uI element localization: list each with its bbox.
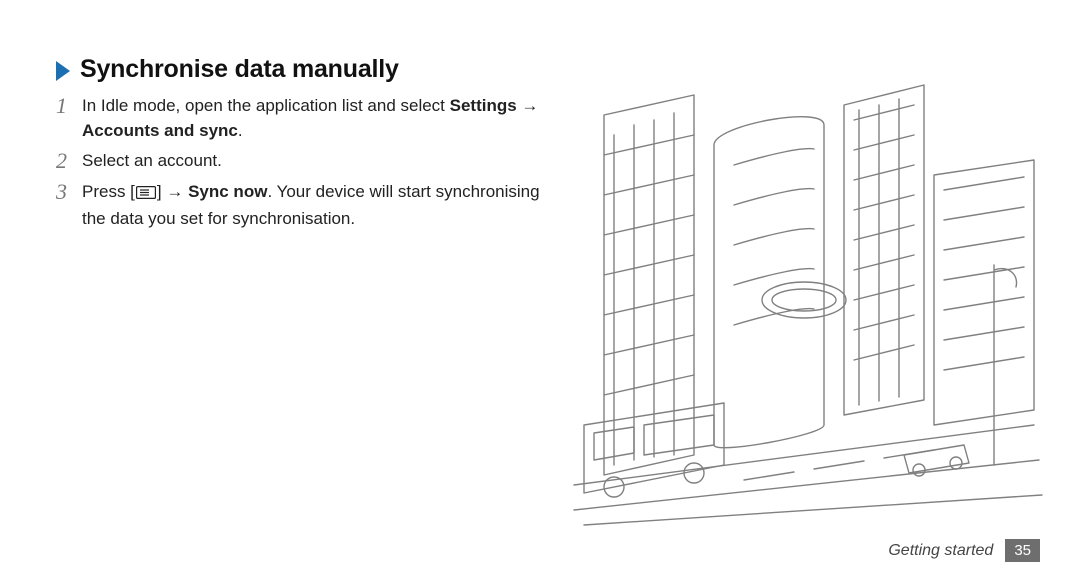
step-text: Select an account. [82,149,222,174]
chevron-right-icon [56,61,70,81]
step-text-post: . [238,121,243,140]
section-header: Synchronise data manually [56,55,546,84]
step-number: 1 [56,94,82,117]
step-text-pre: Select an account. [82,151,222,170]
page-footer: Getting started 35 [888,539,1040,562]
step-text: Press [] → Sync now. Your device will st… [82,180,546,231]
step-item: 1 In Idle mode, open the application lis… [56,94,546,143]
section-title: Synchronise data manually [80,55,399,84]
step-text: In Idle mode, open the application list … [82,94,546,143]
step-text-mid: ] → [157,182,188,201]
cityscape-illustration [564,65,1044,535]
footer-page-number: 35 [1005,539,1040,562]
step-item: 2 Select an account. [56,149,546,174]
footer-section-label: Getting started [888,542,993,560]
step-item: 3 Press [] → Sync now. Your device will … [56,180,546,231]
step-number: 2 [56,149,82,172]
step-list: 1 In Idle mode, open the application lis… [56,94,546,231]
illustration-column [546,55,1044,556]
content-column: Synchronise data manually 1 In Idle mode… [56,55,546,556]
step-text-pre: In Idle mode, open the application list … [82,96,450,115]
menu-key-icon [136,182,156,207]
step-text-bold: Sync now [188,182,267,201]
step-text-pre: Press [ [82,182,135,201]
step-number: 3 [56,180,82,203]
manual-page: Synchronise data manually 1 In Idle mode… [0,0,1080,586]
